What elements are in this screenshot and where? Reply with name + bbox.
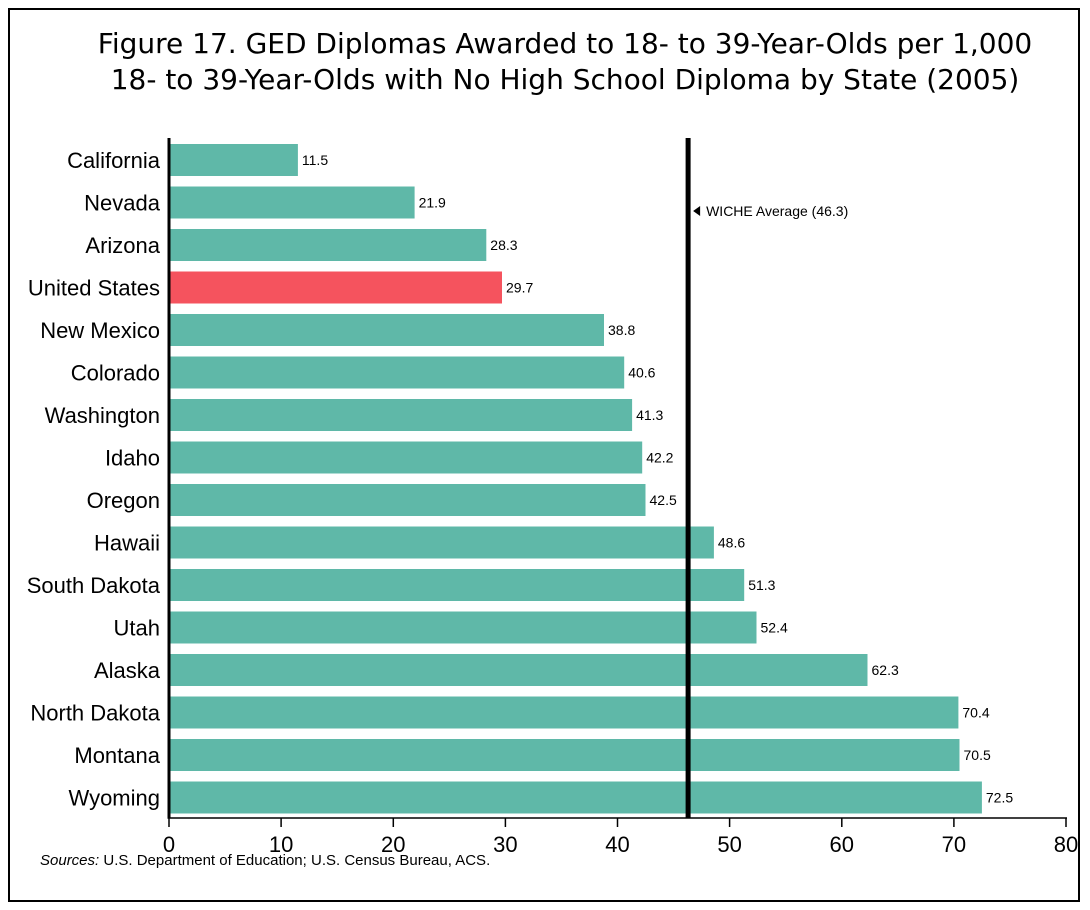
bar-hawaii (169, 526, 714, 559)
category-label-arizona: Arizona (85, 233, 160, 258)
chart-title: Figure 17. GED Diplomas Awarded to 18- t… (60, 26, 1070, 98)
data-label-alaska: 62.3 (872, 662, 899, 678)
chart-title-line-1: Figure 17. GED Diplomas Awarded to 18- t… (97, 27, 1033, 60)
x-tick-label-40: 40 (605, 832, 629, 857)
bars-layer (169, 144, 982, 814)
x-tick-label-30: 30 (493, 832, 517, 857)
x-tick-label-70: 70 (942, 832, 966, 857)
x-tick-label-50: 50 (717, 832, 741, 857)
bar-washington (169, 399, 633, 431)
source-text: U.S. Department of Education; U.S. Censu… (103, 852, 491, 869)
bar-oregon (169, 484, 646, 516)
bar-utah (169, 611, 757, 644)
bar-arizona (169, 229, 487, 261)
x-tick-label-0: 0 (163, 832, 175, 857)
data-labels-layer: 11.5 21.9 28.3 29.7 38.8 40.6 41.3 42.2 42.5 48.6… (302, 152, 1013, 806)
data-label-nevada: 21.9 (419, 195, 446, 211)
data-label-south-dakota: 51.3 (748, 577, 775, 593)
bar-nevada (169, 186, 415, 219)
source-prefix: Sources: (40, 852, 100, 869)
category-label-montana: Montana (74, 743, 160, 768)
data-label-utah: 52.4 (761, 620, 788, 636)
category-label-oregon: Oregon (87, 488, 160, 513)
category-label-north-dakota: North Dakota (30, 701, 160, 726)
data-label-hawaii: 48.6 (718, 535, 745, 551)
data-label-north-dakota: 70.4 (962, 705, 989, 721)
data-label-wyoming: 72.5 (986, 790, 1013, 806)
reference-pointer-icon (693, 206, 701, 216)
data-label-united-states: 29.7 (506, 280, 533, 296)
reference-line-layer: WICHE Average (46.3) (685, 138, 848, 818)
category-label-united-states: United States (28, 276, 160, 301)
x-tick-label-80: 80 (1054, 832, 1078, 857)
category-label-alaska: Alaska (94, 658, 161, 683)
data-label-california: 11.5 (302, 152, 328, 168)
data-label-new-mexico: 38.8 (608, 322, 635, 338)
x-tick-label-20: 20 (381, 832, 405, 857)
bar-california (169, 144, 298, 176)
category-label-washington: Washington (45, 403, 160, 428)
bar-colorado (169, 356, 625, 389)
category-label-nevada: Nevada (84, 191, 161, 216)
data-label-colorado: 40.6 (628, 365, 655, 381)
category-labels-layer: California Nevada Arizona United States New … (27, 148, 161, 811)
bar-alaska (169, 654, 868, 686)
bar-wyoming (169, 781, 982, 814)
data-label-arizona: 28.3 (490, 237, 517, 253)
data-label-washington: 41.3 (636, 407, 663, 423)
x-axis-ticks-layer: 0 10 20 30 40 50 60 70 80 (163, 818, 1078, 857)
data-label-oregon: 42.5 (650, 492, 677, 508)
chart-title-line-2: 18- to 39-Year-Olds with No High School … (110, 63, 1020, 96)
category-label-new-mexico: New Mexico (40, 318, 160, 343)
category-label-south-dakota: South Dakota (27, 573, 161, 598)
bar-new-mexico (169, 314, 604, 346)
data-label-montana: 70.5 (964, 747, 991, 763)
category-label-hawaii: Hawaii (94, 531, 160, 556)
bar-north-dakota (169, 696, 959, 729)
chart-frame (8, 8, 1080, 902)
category-label-idaho: Idaho (105, 446, 160, 471)
axes-layer (167, 138, 1067, 819)
category-label-utah: Utah (114, 616, 160, 641)
x-tick-label-60: 60 (830, 832, 854, 857)
x-tick-label-10: 10 (269, 832, 293, 857)
category-label-california: California (67, 148, 161, 173)
category-label-wyoming: Wyoming (69, 786, 161, 811)
bar-united-states (169, 271, 502, 304)
wiche-average-label: WICHE Average (46.3) (706, 203, 848, 219)
source-note: Sources: U.S. Department of Education; U… (40, 852, 490, 869)
category-label-colorado: Colorado (71, 361, 160, 386)
bar-montana (169, 739, 960, 771)
bar-idaho (169, 441, 643, 474)
bar-south-dakota (169, 569, 745, 601)
data-label-idaho: 42.2 (646, 450, 673, 466)
